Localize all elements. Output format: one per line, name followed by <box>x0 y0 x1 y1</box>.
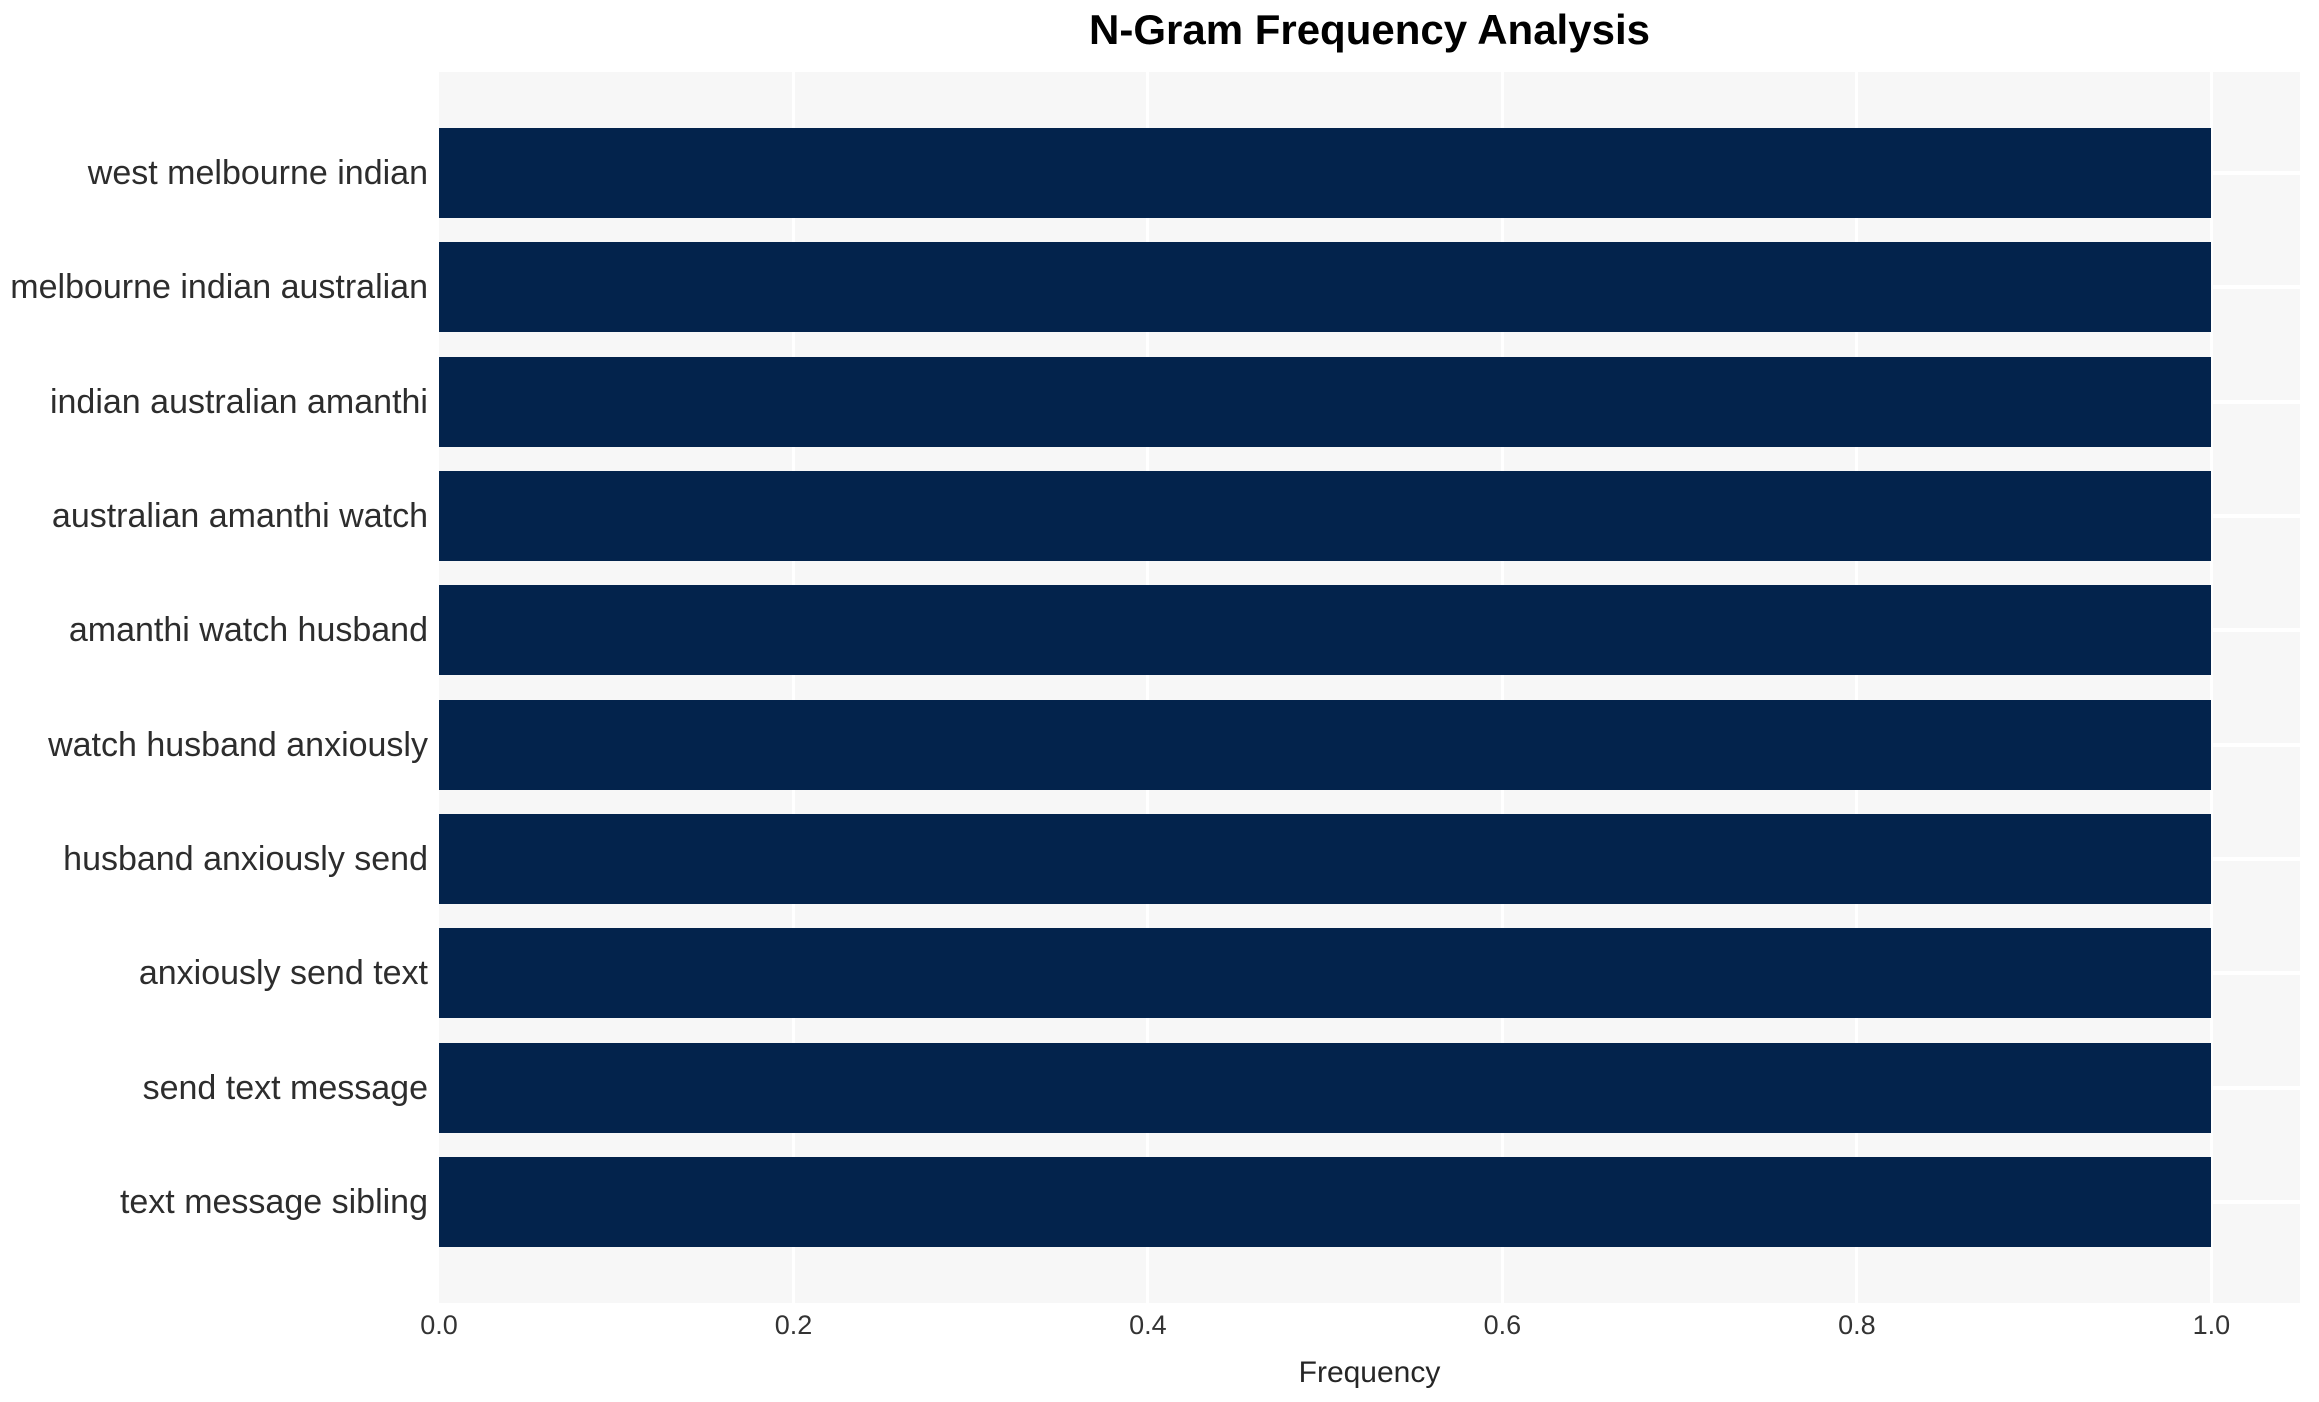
bar <box>439 814 2212 904</box>
vertical-gridline <box>1855 72 1859 1303</box>
vertical-gridline <box>2209 72 2213 1303</box>
y-tick-label: melbourne indian australian <box>10 268 428 307</box>
y-tick-label: west melbourne indian <box>87 154 428 192</box>
bar <box>439 1157 2212 1247</box>
bar <box>439 128 2212 218</box>
y-tick-label: watch husband anxiously <box>48 725 428 764</box>
y-tick-label: text message sibling <box>119 1183 428 1221</box>
bar <box>439 242 2212 333</box>
bar <box>439 471 2212 561</box>
x-tick-label: 0.2 <box>774 1310 813 1340</box>
y-tick-label: australian amanthi watch <box>51 497 428 535</box>
x-tick-label: 0.4 <box>1129 1310 1167 1340</box>
bar <box>439 585 2212 676</box>
x-tick-label: 0.6 <box>1483 1310 1522 1340</box>
y-tick-label: indian australian amanthi <box>49 382 428 421</box>
y-tick-label: husband anxiously send <box>63 840 428 878</box>
x-axis-ticks: 0.0 0.2 0.4 0.6 0.8 1.0 <box>0 1310 2319 1347</box>
y-tick-label: anxiously send text <box>138 954 428 993</box>
x-axis-title: Frequency <box>1298 1356 1441 1389</box>
y-tick-label: send text message <box>142 1068 428 1107</box>
plot-area <box>439 72 2300 1303</box>
bar <box>439 356 2212 447</box>
x-tick-label: 0.8 <box>1838 1310 1876 1340</box>
bar <box>439 928 2212 1019</box>
x-tick-label: 0.0 <box>420 1310 458 1340</box>
vertical-gridline <box>1500 72 1504 1303</box>
bar <box>439 699 2212 790</box>
chart-title: N-Gram Frequency Analysis <box>1089 6 1650 53</box>
y-tick-label: amanthi watch husband <box>68 611 428 650</box>
y-axis-labels: west melbourne indian melbourne indian au… <box>0 0 428 1402</box>
vertical-gridline <box>1146 72 1150 1303</box>
bar <box>439 1042 2212 1133</box>
x-tick-label: 1.0 <box>2192 1310 2231 1340</box>
vertical-gridline <box>791 72 795 1303</box>
